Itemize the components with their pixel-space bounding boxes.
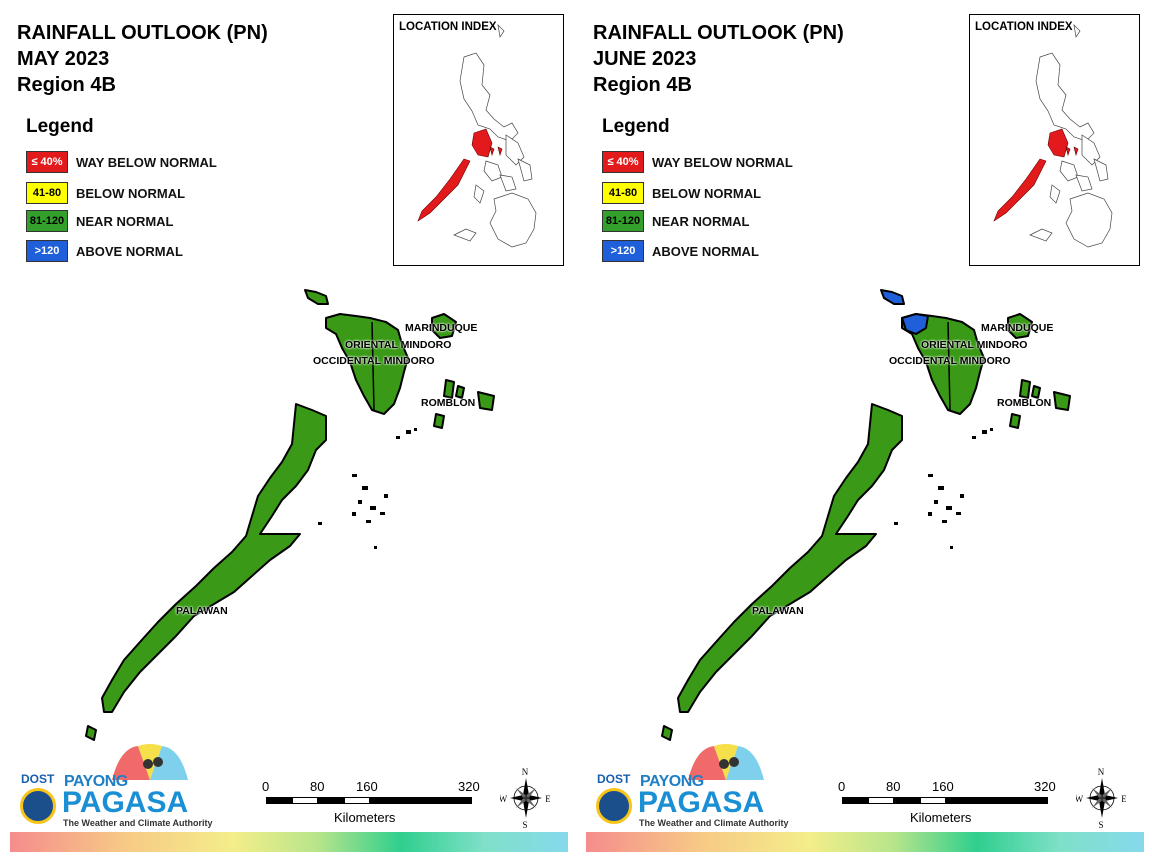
compass-e: E	[545, 794, 550, 804]
logo-pagasa: PAGASA	[62, 786, 189, 819]
dost-seal-icon	[596, 788, 632, 824]
compass-n: N	[1098, 767, 1105, 777]
philippines-index-map	[993, 23, 1113, 248]
title-region: Region 4B	[593, 74, 692, 96]
legend-label: NEAR NORMAL	[76, 214, 174, 229]
scale-tick: 80	[886, 779, 901, 794]
label-romblon: ROMBLON	[997, 397, 1052, 409]
province-lubang	[880, 289, 905, 305]
legend-swatch: >120	[602, 240, 644, 262]
province-lubang	[304, 289, 329, 305]
title-line: RAINFALL OUTLOOK (PN)	[593, 22, 844, 44]
scale-tick: 320	[1034, 779, 1056, 794]
label-palawan: PALAWAN	[176, 605, 228, 617]
legend-swatch: >120	[26, 240, 68, 262]
umbrella-icon	[688, 744, 764, 780]
map-title: RAINFALL OUTLOOK (PN) JUNE 2023 Region 4…	[593, 20, 844, 98]
scale-unit: Kilometers	[910, 810, 972, 825]
scale-bar: 0 80 160 320 Kilometers	[262, 776, 492, 826]
label-oriental-mindoro: ORIENTAL MINDORO	[921, 339, 1028, 351]
legend-swatch: ≤ 40%	[602, 151, 644, 173]
map-title: RAINFALL OUTLOOK (PN) MAY 2023 Region 4B	[17, 20, 268, 98]
label-marinduque: MARINDUQUE	[405, 322, 478, 334]
legend-label: WAY BELOW NORMAL	[76, 155, 217, 170]
region-4b-map	[85, 289, 495, 741]
province-palawan	[677, 403, 903, 713]
title-line: RAINFALL OUTLOOK (PN)	[17, 22, 268, 44]
scale-unit: Kilometers	[334, 810, 396, 825]
philippines-index-map	[417, 23, 537, 248]
map-panel-may: RAINFALL OUTLOOK (PN) MAY 2023 Region 4B…	[10, 14, 568, 852]
logo-dost: DOST	[21, 772, 55, 786]
compass-rose-icon: N S W E	[1075, 766, 1128, 830]
label-romblon: ROMBLON	[421, 397, 476, 409]
logo-payong: PAYONG	[64, 773, 128, 790]
dost-seal-icon	[20, 788, 56, 824]
legend-swatch: 41-80	[26, 182, 68, 204]
logo-pagasa: PAGASA	[638, 786, 765, 819]
logo-payong: PAYONG	[640, 773, 704, 790]
legend-label: WAY BELOW NORMAL	[652, 155, 793, 170]
province-romblon	[1053, 391, 1071, 411]
color-band	[10, 832, 568, 852]
label-marinduque: MARINDUQUE	[981, 322, 1054, 334]
province-palawan	[101, 403, 327, 713]
compass-e: E	[1121, 794, 1126, 804]
umbrella-icon	[112, 744, 188, 780]
map-panel-june: RAINFALL OUTLOOK (PN) JUNE 2023 Region 4…	[576, 0, 1152, 864]
logo-tagline: The Weather and Climate Authority	[63, 818, 213, 828]
compass-s: S	[522, 820, 527, 830]
legend-label: BELOW NORMAL	[652, 186, 762, 201]
compass-n: N	[522, 767, 529, 777]
location-index-inset: LOCATION INDEX	[969, 14, 1140, 266]
province-nw-mindoro	[901, 313, 929, 335]
legend-swatch: 81-120	[26, 210, 68, 232]
legend-swatch: ≤ 40%	[26, 151, 68, 173]
legend-label: ABOVE NORMAL	[652, 244, 759, 259]
compass-w: W	[1076, 794, 1084, 804]
location-index-inset: LOCATION INDEX	[393, 14, 564, 266]
payong-pagasa-logo: DOST PAYONG PAGASA The Weather and Clima…	[18, 740, 213, 832]
legend-label: BELOW NORMAL	[76, 186, 186, 201]
legend-swatch: 41-80	[602, 182, 644, 204]
legend-label: NEAR NORMAL	[652, 214, 750, 229]
inset-title: LOCATION INDEX	[399, 21, 497, 33]
scale-tick: 160	[356, 779, 378, 794]
label-palawan: PALAWAN	[752, 605, 804, 617]
label-occidental-mindoro: OCCIDENTAL MINDORO	[889, 355, 1011, 367]
legend-title: Legend	[26, 116, 94, 137]
province-mindoro	[901, 313, 985, 415]
title-region: Region 4B	[17, 74, 116, 96]
logo-tagline: The Weather and Climate Authority	[639, 818, 789, 828]
label-occidental-mindoro: OCCIDENTAL MINDORO	[313, 355, 435, 367]
label-oriental-mindoro: ORIENTAL MINDORO	[345, 339, 452, 351]
province-romblon	[477, 391, 495, 411]
province-marinduque	[1007, 313, 1033, 339]
legend-title: Legend	[602, 116, 670, 137]
compass-s: S	[1098, 820, 1103, 830]
title-month: JUNE 2023	[593, 48, 697, 70]
scale-tick: 0	[262, 779, 270, 794]
scale-bar: 0 80 160 320 Kilometers	[838, 776, 1068, 826]
province-marinduque	[431, 313, 457, 339]
scale-tick: 0	[838, 779, 846, 794]
logo-dost: DOST	[597, 772, 631, 786]
payong-pagasa-logo: DOST PAYONG PAGASA The Weather and Clima…	[594, 740, 789, 832]
scale-tick: 320	[458, 779, 480, 794]
legend-label: ABOVE NORMAL	[76, 244, 183, 259]
scale-tick: 160	[932, 779, 954, 794]
scale-tick: 80	[310, 779, 325, 794]
title-month: MAY 2023	[17, 48, 110, 70]
inset-title: LOCATION INDEX	[975, 21, 1073, 33]
region-4b-map	[661, 289, 1071, 741]
compass-rose-icon: N S W E	[499, 766, 552, 830]
color-band	[586, 832, 1144, 852]
province-mindoro	[325, 313, 409, 415]
compass-w: W	[500, 794, 508, 804]
legend-swatch: 81-120	[602, 210, 644, 232]
